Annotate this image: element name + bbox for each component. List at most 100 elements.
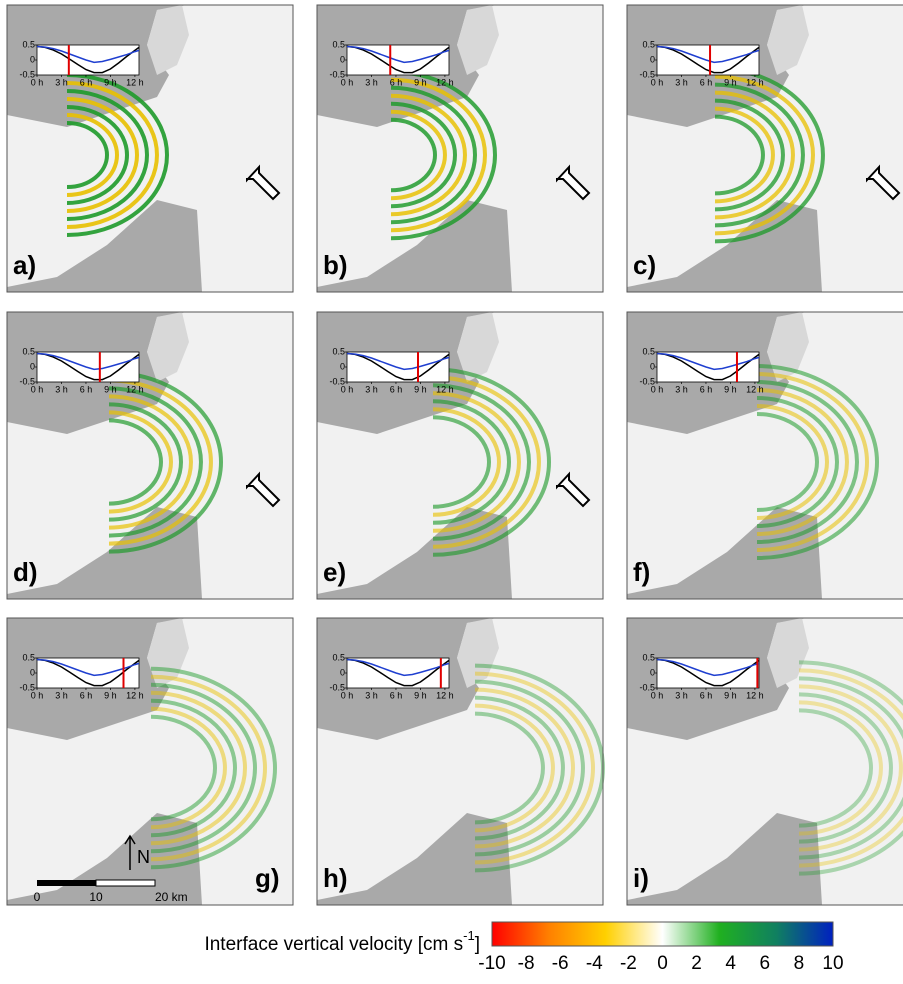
sea <box>317 312 603 599</box>
x-tick-label: 6 h <box>80 384 93 394</box>
x-tick-label: 6 h <box>390 690 403 700</box>
series-line <box>36 658 140 687</box>
y-tick-label: -0.5 <box>639 69 655 79</box>
map-panel: 0.5 0 -0.50 h 3 h 6 h 9 h 12 h d) <box>6 311 294 600</box>
x-tick-label: 9 h <box>414 690 427 700</box>
x-tick-label: 12 h <box>746 690 764 700</box>
y-tick-label: 0 <box>30 361 35 371</box>
map-panel: 0.5 0 -0.50 h 3 h 6 h 9 h 12 h g) <box>6 617 294 906</box>
x-tick-label: 9 h <box>724 384 737 394</box>
wave-arc <box>474 671 595 865</box>
colorbar-label-end: ] <box>475 934 480 955</box>
colorbar-tick-label: -8 <box>518 953 535 974</box>
map-panel: 0.5 0 -0.50 h 3 h 6 h 9 h 12 h c) <box>626 4 903 293</box>
wave-arc <box>390 109 447 201</box>
wave-arc <box>66 121 109 189</box>
peninsula <box>457 5 499 75</box>
colorbar-tick-label: -4 <box>586 953 603 974</box>
wave-arc <box>798 660 903 876</box>
x-tick-label: 12 h <box>436 690 454 700</box>
y-tick-label: -0.5 <box>639 682 655 692</box>
sea <box>627 5 903 292</box>
wave-arc <box>66 81 159 229</box>
y-tick-label: -0.5 <box>19 69 35 79</box>
wave-arc <box>390 77 487 233</box>
x-tick-label: 6 h <box>700 384 713 394</box>
x-tick-label: 9 h <box>724 77 737 87</box>
wave-arc <box>390 117 437 193</box>
y-tick-label: -0.5 <box>329 69 345 79</box>
map-panel: 0.5 0 -0.50 h 3 h 6 h 9 h 12 h f) <box>626 311 903 600</box>
series-line <box>36 45 140 74</box>
y-tick-label: -0.5 <box>639 376 655 386</box>
wave-arc <box>432 383 531 541</box>
panel-label: f) <box>633 557 650 587</box>
arrow-icon <box>246 471 281 508</box>
colorbar-tick-label: 2 <box>691 953 702 974</box>
wave-arc <box>66 97 139 213</box>
wave-arc <box>474 695 565 841</box>
y-tick-label: 0 <box>340 54 345 64</box>
wave-arc <box>390 85 477 225</box>
series-line <box>346 352 450 371</box>
peninsula <box>147 5 189 75</box>
panel-frame <box>316 4 604 293</box>
x-tick-label: 3 h <box>365 690 378 700</box>
series-line <box>36 352 140 371</box>
wave-arc <box>756 396 839 528</box>
wave-arc <box>150 682 257 854</box>
wave-arc <box>714 98 785 212</box>
x-tick-label: 6 h <box>390 384 403 394</box>
colorbar-tick-label: 10 <box>822 953 843 974</box>
wave-arc <box>714 66 825 244</box>
scale-label: 10 <box>89 890 103 904</box>
series-line <box>36 352 140 381</box>
panel-frame <box>626 311 903 600</box>
arrow-icon <box>556 471 591 508</box>
scale-bar-white <box>95 879 156 887</box>
x-tick-label: 12 h <box>746 77 764 87</box>
peninsula <box>147 618 189 688</box>
x-tick-label: 6 h <box>80 690 93 700</box>
peninsula <box>767 5 809 75</box>
wave-arc <box>150 674 267 862</box>
series-line <box>656 352 760 371</box>
x-tick-label: 6 h <box>700 690 713 700</box>
panel-label: a) <box>13 250 36 280</box>
north-label: N <box>137 847 150 867</box>
y-tick-label: 0.5 <box>332 39 345 49</box>
wave-arc <box>714 114 765 196</box>
x-tick-label: 12 h <box>746 384 764 394</box>
x-tick-label: 0 h <box>651 77 664 87</box>
y-tick-label: 0.5 <box>642 39 655 49</box>
wave-arc <box>432 375 541 549</box>
y-tick-label: 0.5 <box>332 346 345 356</box>
x-tick-label: 0 h <box>341 77 354 87</box>
x-tick-label: 3 h <box>365 77 378 87</box>
map-panel: 0.5 0 -0.50 h 3 h 6 h 9 h 12 h b) <box>316 4 604 293</box>
y-tick-label: 0.5 <box>22 652 35 662</box>
series-line <box>346 352 450 381</box>
peninsula <box>457 312 499 382</box>
wave-arc <box>108 402 183 522</box>
map-panel: 0.5 0 -0.50 h 3 h 6 h 9 h 12 h i) <box>626 617 903 906</box>
wave-arc <box>798 708 873 828</box>
scale-bar-black <box>37 880 96 886</box>
panel-label: i) <box>633 863 649 893</box>
x-tick-label: 3 h <box>675 690 688 700</box>
wave-arc <box>714 74 815 236</box>
wave-arc <box>150 666 277 870</box>
peninsula <box>147 312 189 382</box>
wave-arc <box>474 703 555 833</box>
y-tick-label: 0 <box>650 667 655 677</box>
x-tick-label: 9 h <box>104 384 117 394</box>
peninsula <box>767 618 809 688</box>
x-tick-label: 0 h <box>31 690 44 700</box>
wave-arc <box>150 698 237 838</box>
panel-frame <box>626 617 903 906</box>
wave-arc <box>390 69 497 241</box>
map-panel: 0.5 0 -0.50 h 3 h 6 h 9 h 12 h e) <box>316 311 604 600</box>
series-line <box>656 352 760 381</box>
wave-arc <box>756 412 819 512</box>
wave-arc <box>714 106 775 204</box>
